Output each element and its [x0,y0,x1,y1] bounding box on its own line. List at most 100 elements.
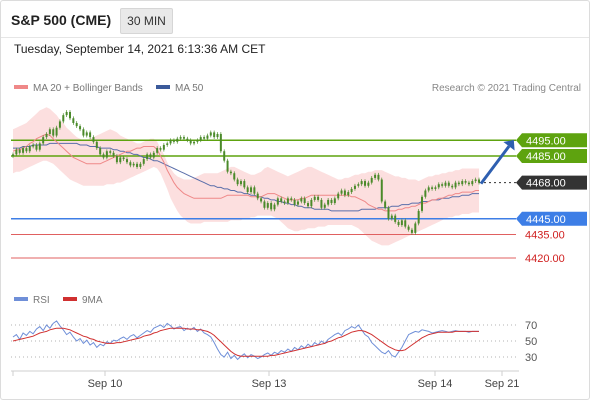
candle-body [102,154,105,158]
candle-body [323,204,326,208]
candle-body [353,185,356,189]
candle-body [216,133,219,138]
candle-body [437,184,440,188]
candle-body [350,188,353,193]
candle-body [79,126,82,130]
candle-body [179,137,182,139]
level-label-4495.00: 4495.00 [526,135,566,147]
candle-body [461,181,464,185]
rsi-series-9MA [12,327,479,357]
candle-body [266,203,269,208]
rsi-legend-swatch [14,297,28,301]
candle-body [193,141,196,144]
candle-body [152,152,155,158]
candle-body [444,182,447,186]
candle-body [400,220,403,226]
candle-body [300,198,303,202]
candle-body [92,137,95,142]
candle-body [263,201,266,208]
x-tick-label: Sep 13 [252,378,287,390]
candle-body [112,152,115,156]
candle-body [42,137,45,144]
candle-body [343,190,346,196]
candle-body [219,133,222,152]
candle-body [105,151,108,158]
candle-body [58,121,61,128]
candle-body [28,146,31,152]
candle-body [404,220,407,227]
candle-body [68,111,71,119]
candle-body [182,137,185,139]
candle-body [12,154,14,156]
candle-body [35,144,38,150]
candle-body [303,198,306,204]
candle-body [62,115,65,122]
candle-body [209,132,212,136]
candle-body [48,129,51,134]
candle-body [270,203,273,210]
candle-body [109,151,112,153]
candle-body [374,174,377,178]
candle-body [431,187,434,189]
candle-body [327,199,330,205]
candle-body [421,196,424,211]
candle-body [370,177,373,183]
candle-body [146,154,149,160]
rsi-plot: 30 50 70 [11,320,537,364]
candle-body [364,181,367,186]
candle-body [75,122,78,127]
candle-body [417,210,420,224]
candle-body [189,140,192,144]
level-label-4435.00: 4435.00 [525,229,565,241]
rsi-tick-50: 50 [525,336,537,348]
candle-body [132,163,135,166]
candle-body [313,196,316,200]
candle-body [290,198,293,200]
ma50-line [13,142,479,212]
candle-body [260,198,263,202]
candle-body [229,171,232,174]
candle-body [273,204,276,210]
candle-body [162,144,165,150]
rsi-tick-30: 30 [525,352,537,364]
candle-body [310,199,313,207]
candle-body [72,118,75,123]
candle-body [206,135,209,139]
candle-body [159,148,162,150]
candle-body [434,187,437,189]
candle-body [474,179,477,182]
candle-body [293,199,296,205]
level-label-4485.00: 4485.00 [526,151,566,163]
candle-body [283,201,286,204]
candle-body [239,181,242,185]
rsi-ma-legend-label: 9MA [82,295,103,306]
level-tag-4468.00 [516,175,587,190]
candle-body [410,229,413,233]
candle-body [119,157,122,163]
candle-body [22,148,25,153]
ma50-legend-label: MA 50 [175,83,204,94]
rsi-tick-70: 70 [525,320,537,332]
report-datetime: Tuesday, September 14, 2021 6:13:36 AM C… [14,42,266,56]
candle-body [424,190,427,197]
candle-body [226,160,229,172]
candle-body [397,221,400,226]
candle-body [172,140,175,142]
candle-body [196,140,199,142]
candle-body [82,129,85,136]
rsi-legend-label: RSI [33,295,50,306]
level-tag-4445.00 [516,211,587,226]
candle-body [467,182,470,185]
candle-body [457,182,460,185]
candle-body [307,203,310,207]
level-label-4445.00: 4445.00 [526,214,566,226]
forecast-arrow-head [503,139,515,151]
timeframe-button[interactable]: 30 MIN [120,8,173,34]
candle-body [384,201,387,208]
candle-body [89,132,92,138]
candle-body [276,198,279,205]
candle-body [203,137,206,139]
level-label-4468.00: 4468.00 [526,178,566,190]
candle-body [149,154,152,158]
